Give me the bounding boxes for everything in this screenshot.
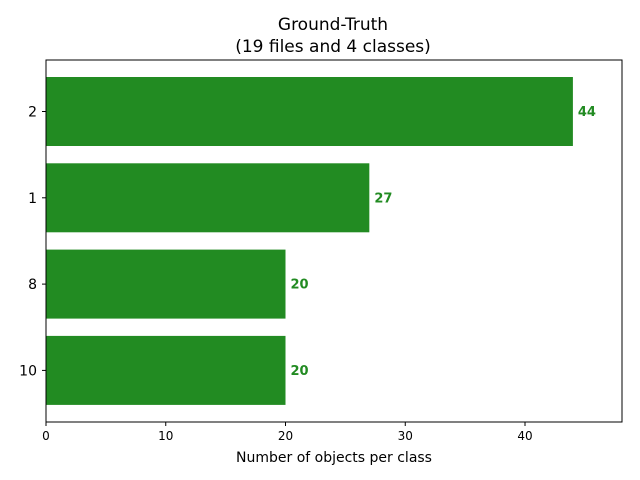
chart-subtitle: (19 files and 4 classes)	[235, 37, 431, 57]
x-tick-label-10: 10	[158, 429, 173, 443]
bar-10	[46, 335, 286, 405]
data-label-2: 44	[578, 105, 596, 120]
x-tick-label-40: 40	[517, 429, 532, 443]
x-tick-label-0: 0	[42, 429, 50, 443]
chart-title: Ground-Truth	[278, 15, 388, 35]
x-axis-label: Number of objects per class	[236, 450, 432, 466]
plot-frame	[45, 59, 623, 423]
bar-8	[46, 249, 286, 319]
y-axis-categories: 2 1 8 10	[19, 105, 46, 379]
y-tick-label-2: 2	[28, 105, 37, 121]
y-tick-label-8: 8	[28, 277, 37, 293]
data-label-8: 20	[291, 278, 309, 293]
y-tick-label-10: 10	[19, 363, 37, 379]
y-tick-label-1: 1	[28, 191, 37, 207]
x-tick-label-20: 20	[278, 429, 293, 443]
data-label-10: 20	[291, 364, 309, 379]
data-label-1: 27	[374, 191, 392, 206]
bars-layer: 44 27 20 20	[46, 77, 596, 405]
bar-1	[46, 163, 370, 233]
x-tick-label-30: 30	[398, 429, 413, 443]
x-axis-ticks: 0 10 20 30 40	[42, 422, 533, 443]
bar-2	[46, 77, 573, 146]
